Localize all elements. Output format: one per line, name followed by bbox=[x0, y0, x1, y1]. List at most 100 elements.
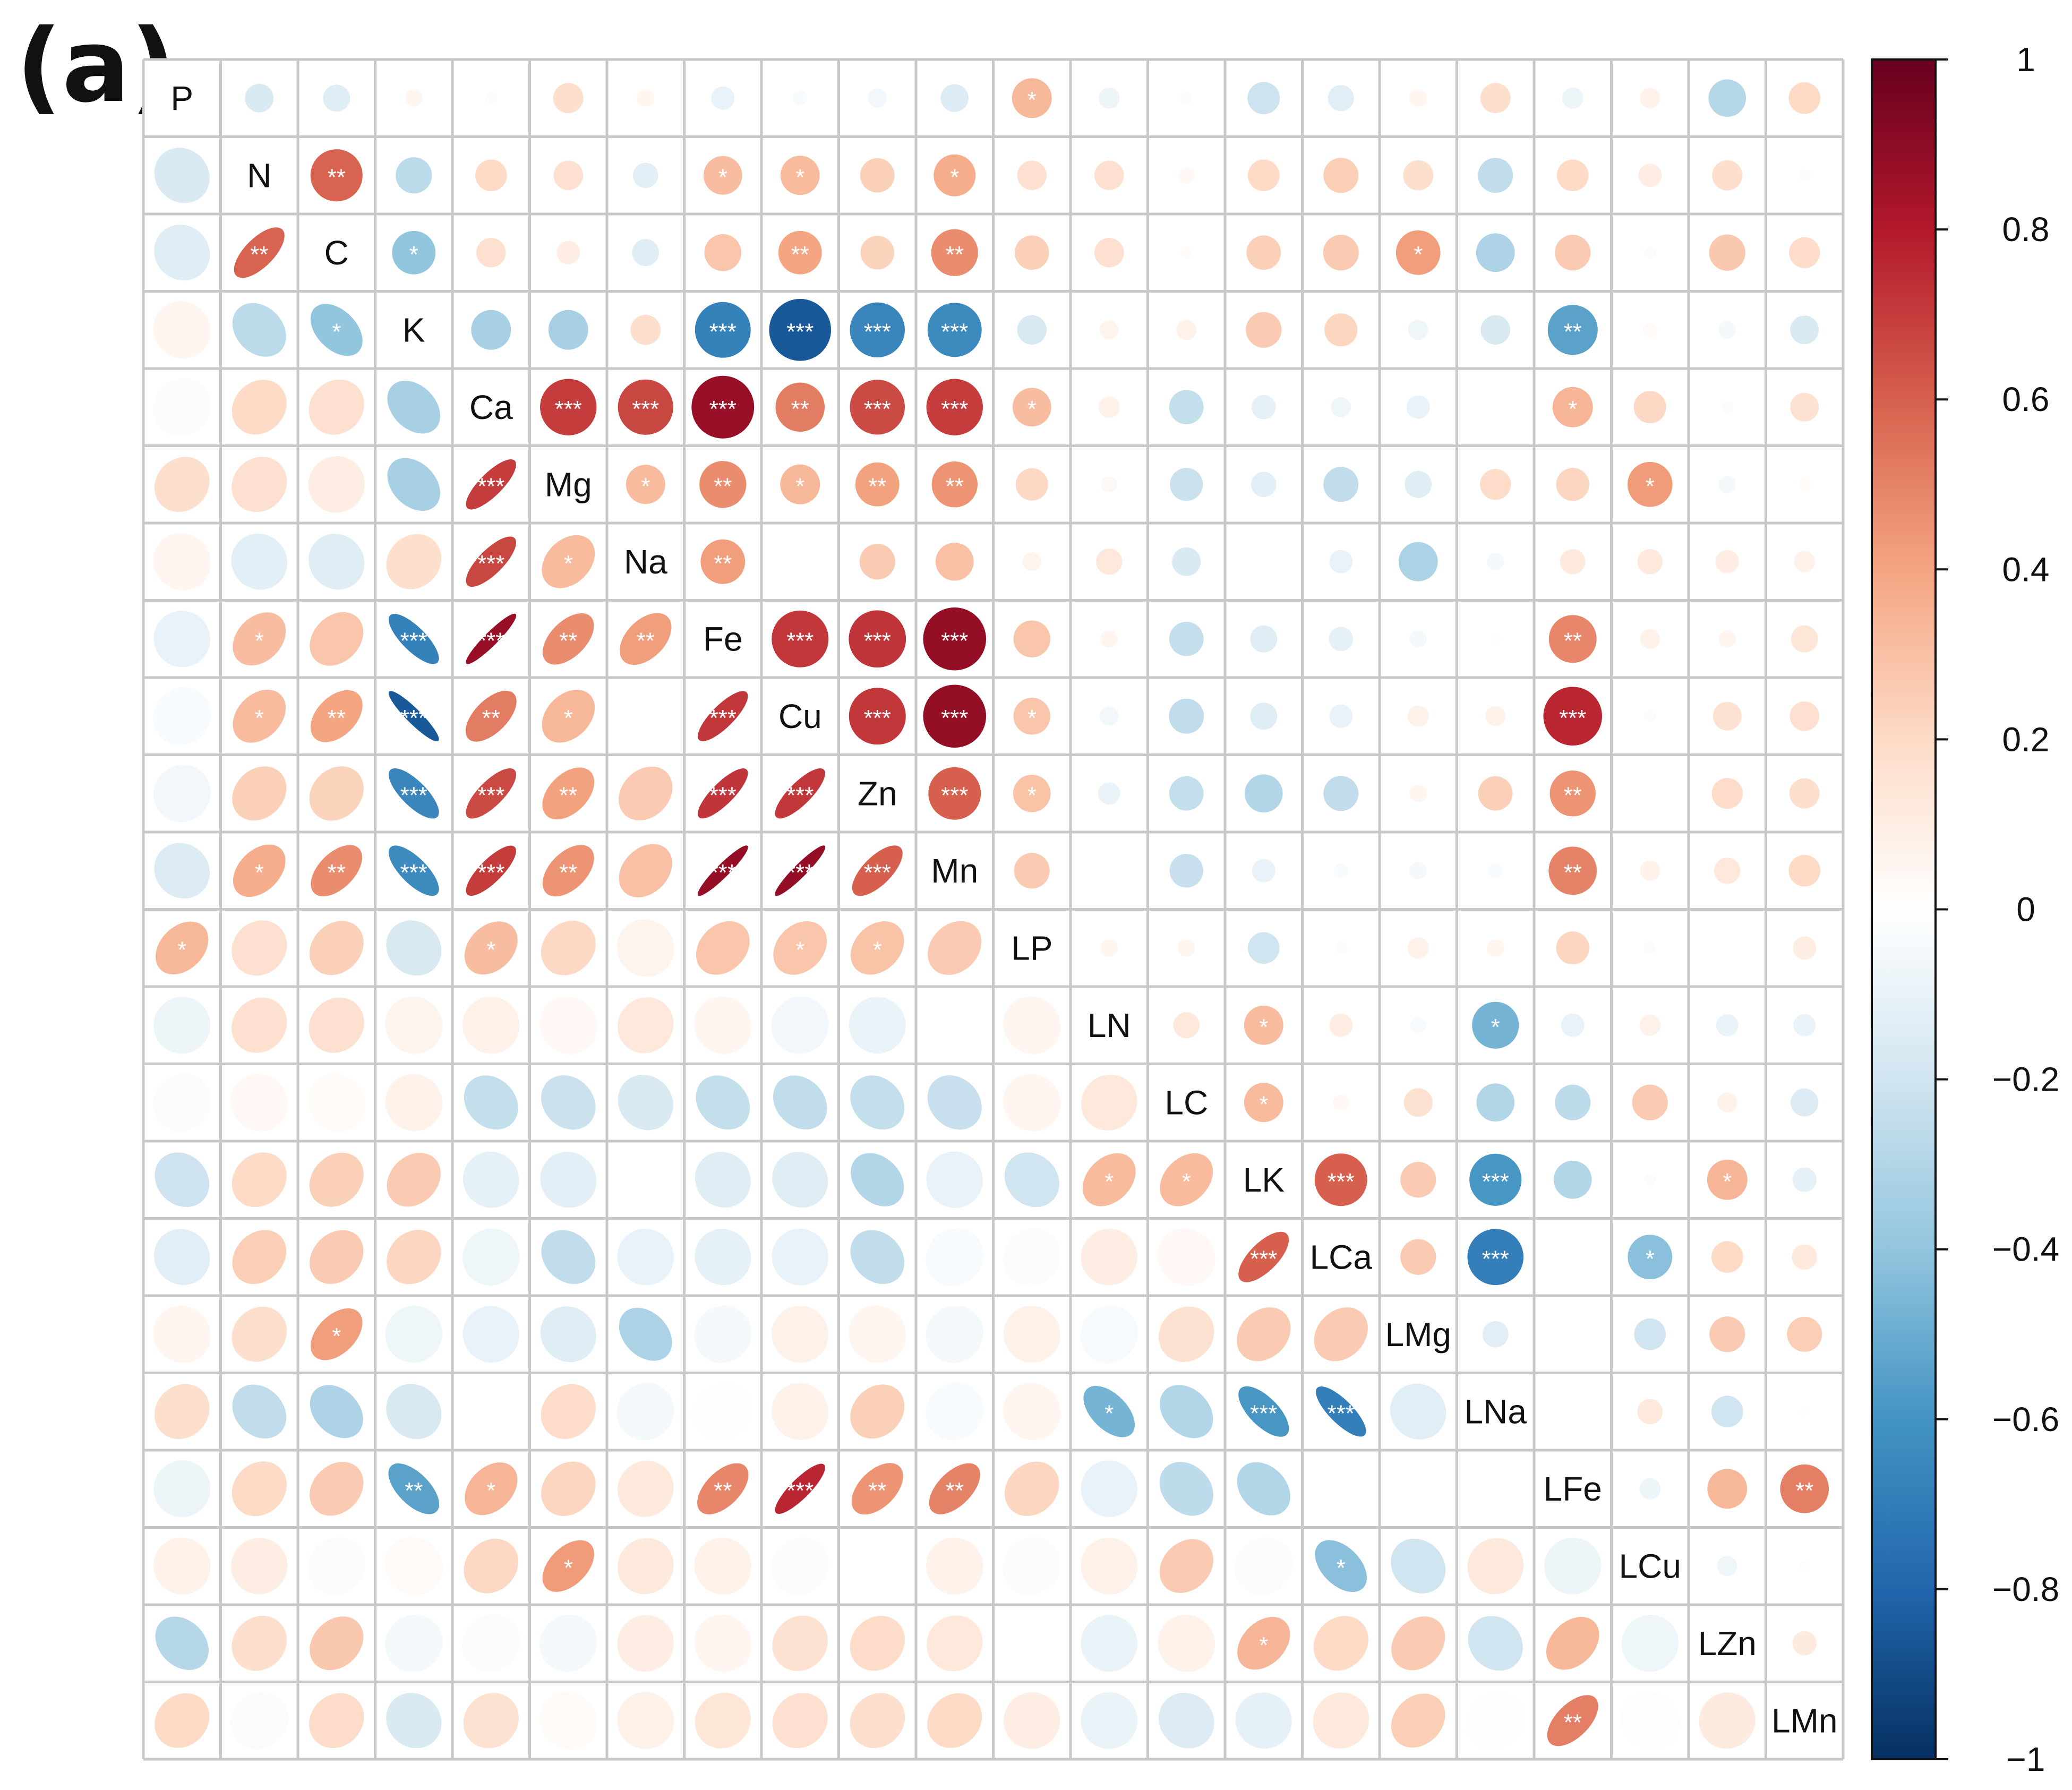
matrix-cell-N-N bbox=[220, 136, 298, 214]
corr-ellipse-LZn-LP bbox=[1003, 1614, 1061, 1673]
matrix-cell-Zn-Zn bbox=[838, 755, 916, 832]
sig-label-N-Cu: * bbox=[795, 164, 804, 190]
sig-label-Fe-Mg: ** bbox=[559, 628, 577, 654]
variable-label-K: K bbox=[403, 311, 425, 349]
corr-ellipse-LP-Zn bbox=[850, 921, 904, 975]
colorbar-tick-label: −0.8 bbox=[1992, 1570, 2059, 1608]
corr-circle-Zn-LZn bbox=[1711, 778, 1743, 809]
corr-circle-Mg-LMn bbox=[1798, 478, 1811, 491]
corr-circle-LP-LMg bbox=[1407, 937, 1429, 959]
corr-ellipse-LCa-LN bbox=[1081, 1229, 1137, 1286]
corr-ellipse-LCu-Na bbox=[617, 1538, 674, 1595]
corr-circle-P-LCu bbox=[1640, 88, 1660, 108]
corr-circle-K-LN bbox=[1100, 320, 1119, 339]
sig-label-Cu-Ca: ** bbox=[482, 705, 500, 731]
corr-ellipse-Ca-P bbox=[153, 378, 211, 436]
corr-circle-K-Mn bbox=[927, 303, 982, 357]
sig-label-Zn-Mn: *** bbox=[941, 782, 968, 808]
corr-ellipse-Mn-Cu bbox=[775, 845, 826, 896]
sig-label-LP-Cu: * bbox=[795, 937, 804, 963]
corr-ellipse-LCu-Ca bbox=[464, 1538, 519, 1594]
variable-label-LNa: LNa bbox=[1465, 1392, 1527, 1431]
corr-circle-C-LCu bbox=[1643, 246, 1656, 259]
corr-circle-Na-LK bbox=[1262, 560, 1265, 563]
corr-ellipse-LMg-Mn bbox=[926, 1305, 983, 1363]
corr-circle-LMg-LMn bbox=[1787, 1316, 1822, 1352]
corr-ellipse-LC-Fe bbox=[696, 1075, 750, 1130]
corr-ellipse-Mn-Na bbox=[619, 844, 672, 897]
corr-circle-N-K bbox=[396, 157, 432, 194]
corr-ellipse-LFe-Mg bbox=[541, 1461, 596, 1516]
corr-circle-Na-LCa bbox=[1329, 550, 1353, 573]
corr-ellipse-LFe-Fe bbox=[697, 1463, 749, 1514]
corr-ellipse-LZn-Ca bbox=[462, 1614, 520, 1673]
sig-label-Mn-K: *** bbox=[400, 860, 427, 886]
corr-ellipse-LCa-LK bbox=[1238, 1231, 1289, 1282]
sig-label-LFe-Cu: *** bbox=[786, 1478, 814, 1504]
sig-label-LK-LZn: * bbox=[1723, 1169, 1732, 1195]
sig-label-LP-Ca: * bbox=[486, 937, 495, 963]
corr-ellipse-LNa-Mn bbox=[926, 1382, 984, 1441]
sig-label-LCa-LNa: *** bbox=[1482, 1246, 1509, 1272]
corr-ellipse-Cu-P bbox=[153, 687, 211, 746]
sig-label-Na-Mg: * bbox=[564, 551, 573, 577]
corr-circle-P-LMg bbox=[1409, 89, 1427, 107]
corr-circle-C-Fe bbox=[704, 234, 741, 271]
sig-label-Ca-LFe: * bbox=[1568, 396, 1577, 422]
corr-ellipse-LZn-LMg bbox=[1391, 1616, 1445, 1671]
corr-circle-LC-LK bbox=[1244, 1083, 1283, 1123]
sig-label-C-LMg: * bbox=[1414, 242, 1423, 268]
sig-label-Zn-K: *** bbox=[400, 782, 427, 808]
variable-label-LCa: LCa bbox=[1310, 1238, 1373, 1276]
corr-circle-LK-LCu bbox=[1643, 1174, 1656, 1186]
corr-circle-LN-LMg bbox=[1410, 1017, 1426, 1033]
sig-label-LFe-Ca: * bbox=[486, 1478, 495, 1504]
corr-ellipse-LNa-Mg bbox=[541, 1384, 596, 1439]
sig-label-Mn-Fe: *** bbox=[709, 860, 737, 886]
corr-circle-Ca-LN bbox=[1098, 396, 1120, 418]
corr-circle-Fe-LCu bbox=[1640, 629, 1660, 649]
sig-label-Cu-Zn: *** bbox=[864, 705, 891, 731]
corr-circle-Mg-LP bbox=[1015, 468, 1048, 501]
corr-circle-K-Ca bbox=[471, 310, 511, 350]
corr-ellipse-Cu-C bbox=[310, 690, 363, 742]
corr-circle-C-LFe bbox=[1555, 235, 1591, 271]
sig-label-K-Zn: *** bbox=[864, 319, 891, 345]
corr-ellipse-LCu-LK bbox=[1235, 1537, 1293, 1595]
corr-ellipse-LCu-Fe bbox=[694, 1537, 751, 1595]
corr-circle-LN-LMn bbox=[1793, 1014, 1816, 1037]
sig-label-Mn-Cu: *** bbox=[786, 860, 814, 886]
sig-label-P-LP: * bbox=[1028, 87, 1037, 113]
corr-ellipse-LMn-LMg bbox=[1391, 1693, 1445, 1748]
corr-ellipse-LCa-P bbox=[154, 1229, 210, 1285]
corr-circle-N-Fe bbox=[703, 156, 742, 195]
corr-ellipse-LCu-LP bbox=[1003, 1537, 1061, 1595]
corr-ellipse-Mg-C bbox=[308, 456, 365, 513]
corr-ellipse-LFe-LN bbox=[1081, 1460, 1137, 1517]
corr-ellipse-LC-Zn bbox=[850, 1075, 905, 1130]
corr-circle-Ca-Fe bbox=[691, 375, 755, 439]
matrix-cell-Mn-Mn bbox=[916, 832, 994, 910]
corr-ellipse-LCa-C bbox=[310, 1230, 364, 1284]
corr-ellipse-LFe-N bbox=[232, 1461, 287, 1517]
corr-circle-Cu-LN bbox=[1100, 707, 1119, 726]
corr-ellipse-LK-Mg bbox=[540, 1151, 597, 1208]
corr-ellipse-LCu-Mg bbox=[542, 1540, 594, 1592]
corr-circle-LFe-LZn bbox=[1707, 1469, 1748, 1509]
sig-label-Mg-LCu: * bbox=[1646, 473, 1655, 499]
corr-circle-Fe-LMn bbox=[1791, 625, 1818, 653]
corr-ellipse-LMn-Mn bbox=[927, 1693, 982, 1748]
sig-label-Zn-Fe: *** bbox=[709, 782, 737, 808]
corr-circle-LN-LCa bbox=[1329, 1013, 1353, 1037]
corr-circle-K-LP bbox=[1017, 315, 1047, 345]
corr-circle-Ca-LZn bbox=[1721, 401, 1734, 414]
corr-circle-P-K bbox=[405, 89, 423, 107]
corr-circle-K-LC bbox=[1176, 320, 1197, 340]
corr-circle-N-Ca bbox=[475, 159, 507, 192]
corr-ellipse-LFe-K bbox=[388, 1463, 440, 1514]
corr-circle-LP-LZn bbox=[1725, 946, 1729, 950]
sig-label-Fe-K: *** bbox=[400, 628, 427, 654]
matrix-cell-Cu-Cu bbox=[761, 678, 839, 755]
sig-label-Ca-Fe: *** bbox=[709, 396, 737, 422]
corr-circle-N-LK bbox=[1247, 159, 1280, 192]
